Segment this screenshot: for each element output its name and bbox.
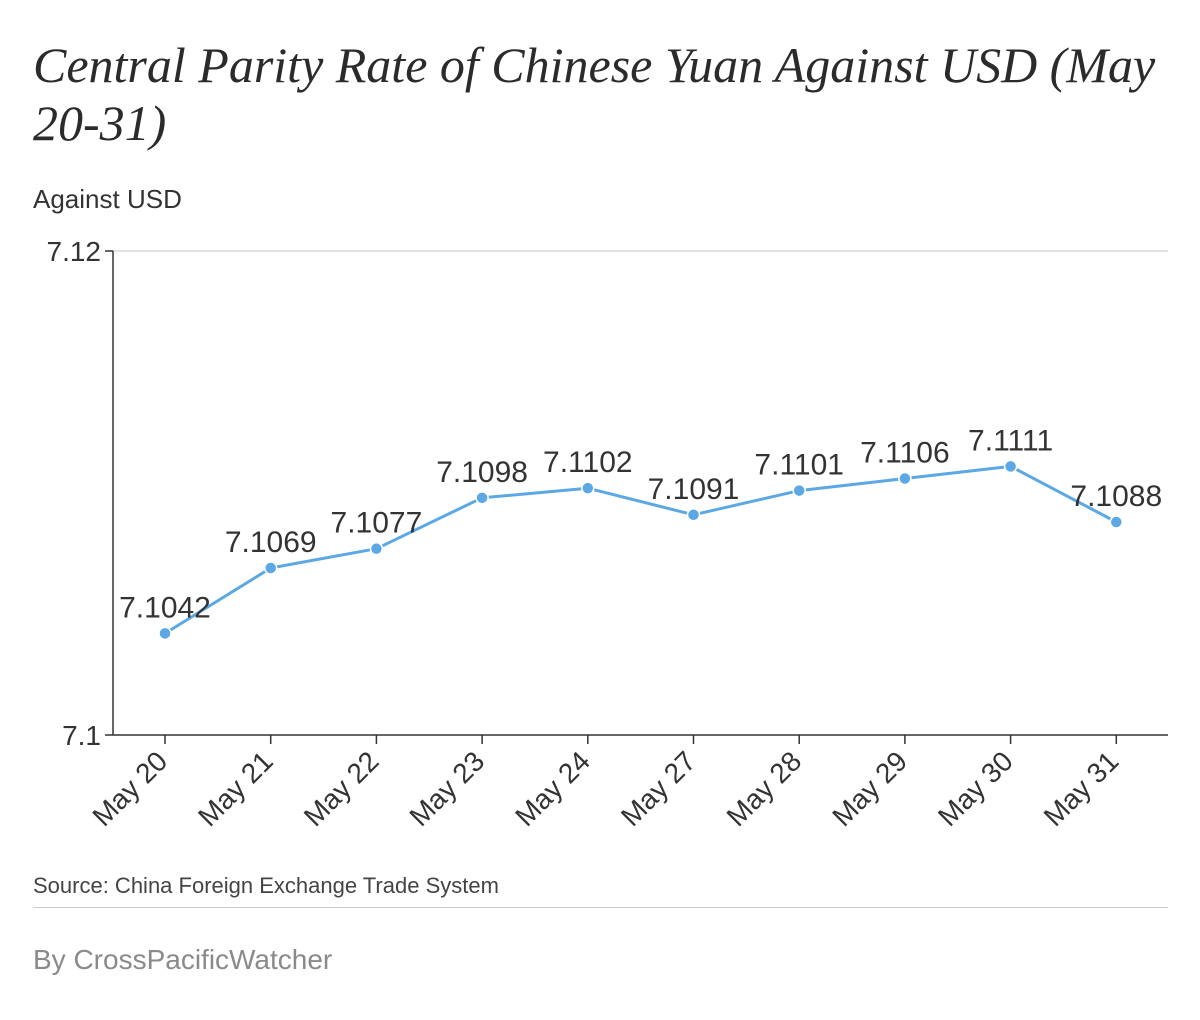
x-tick-label: May 20 [86,745,173,832]
data-label: 7.1091 [648,473,740,506]
data-point [475,491,489,505]
data-label: 7.1069 [225,526,317,559]
data-label: 7.1077 [331,507,423,540]
x-tick-label: May 29 [826,745,913,832]
data-label: 7.1106 [860,436,950,469]
data-point [898,471,912,486]
series-line [164,464,1117,635]
data-point [158,626,172,641]
footer-divider [33,907,1168,908]
data-point [263,561,278,575]
y-tick-label: 7.1 [62,720,101,751]
x-tick-label: May 28 [721,745,808,832]
x-tick-label: May 24 [509,745,596,832]
data-label: 7.1088 [1070,480,1162,513]
data-label: 7.1102 [543,446,633,479]
data-point [792,483,806,498]
x-tick-label: May 22 [298,745,385,832]
byline: By CrossPacificWatcher [33,944,333,975]
data-label: 7.1098 [436,456,528,489]
chart-title: Central Parity Rate of Chinese Yuan Agai… [33,37,1156,151]
y-axis-label: Against USD [33,184,182,214]
data-point [1003,459,1018,474]
data-point [686,508,701,522]
y-tick-label: 7.12 [47,236,102,267]
data-label: 7.1101 [754,449,844,482]
data-label: 7.1111 [968,424,1053,457]
data-label: 7.1042 [119,591,211,624]
x-tick-label: May 21 [192,745,279,832]
x-tick-label: May 30 [932,745,1019,832]
data-point [1109,515,1124,529]
data-point [581,481,595,495]
x-tick-label: May 27 [615,745,702,832]
x-tick-label: May 31 [1038,745,1125,832]
source-note: Source: China Foreign Exchange Trade Sys… [33,873,499,898]
x-tick-label: May 23 [403,745,490,832]
data-point [369,541,384,556]
